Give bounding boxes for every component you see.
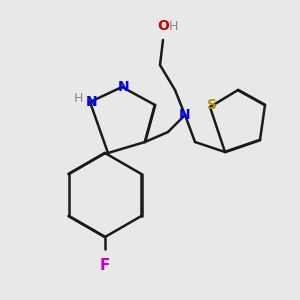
- Text: H: H: [168, 20, 178, 32]
- Text: N: N: [86, 95, 98, 109]
- Text: F: F: [100, 257, 110, 272]
- Text: H: H: [73, 92, 83, 104]
- Text: N: N: [118, 80, 130, 94]
- Text: O: O: [157, 19, 169, 33]
- Text: S: S: [207, 98, 217, 112]
- Text: N: N: [179, 108, 191, 122]
